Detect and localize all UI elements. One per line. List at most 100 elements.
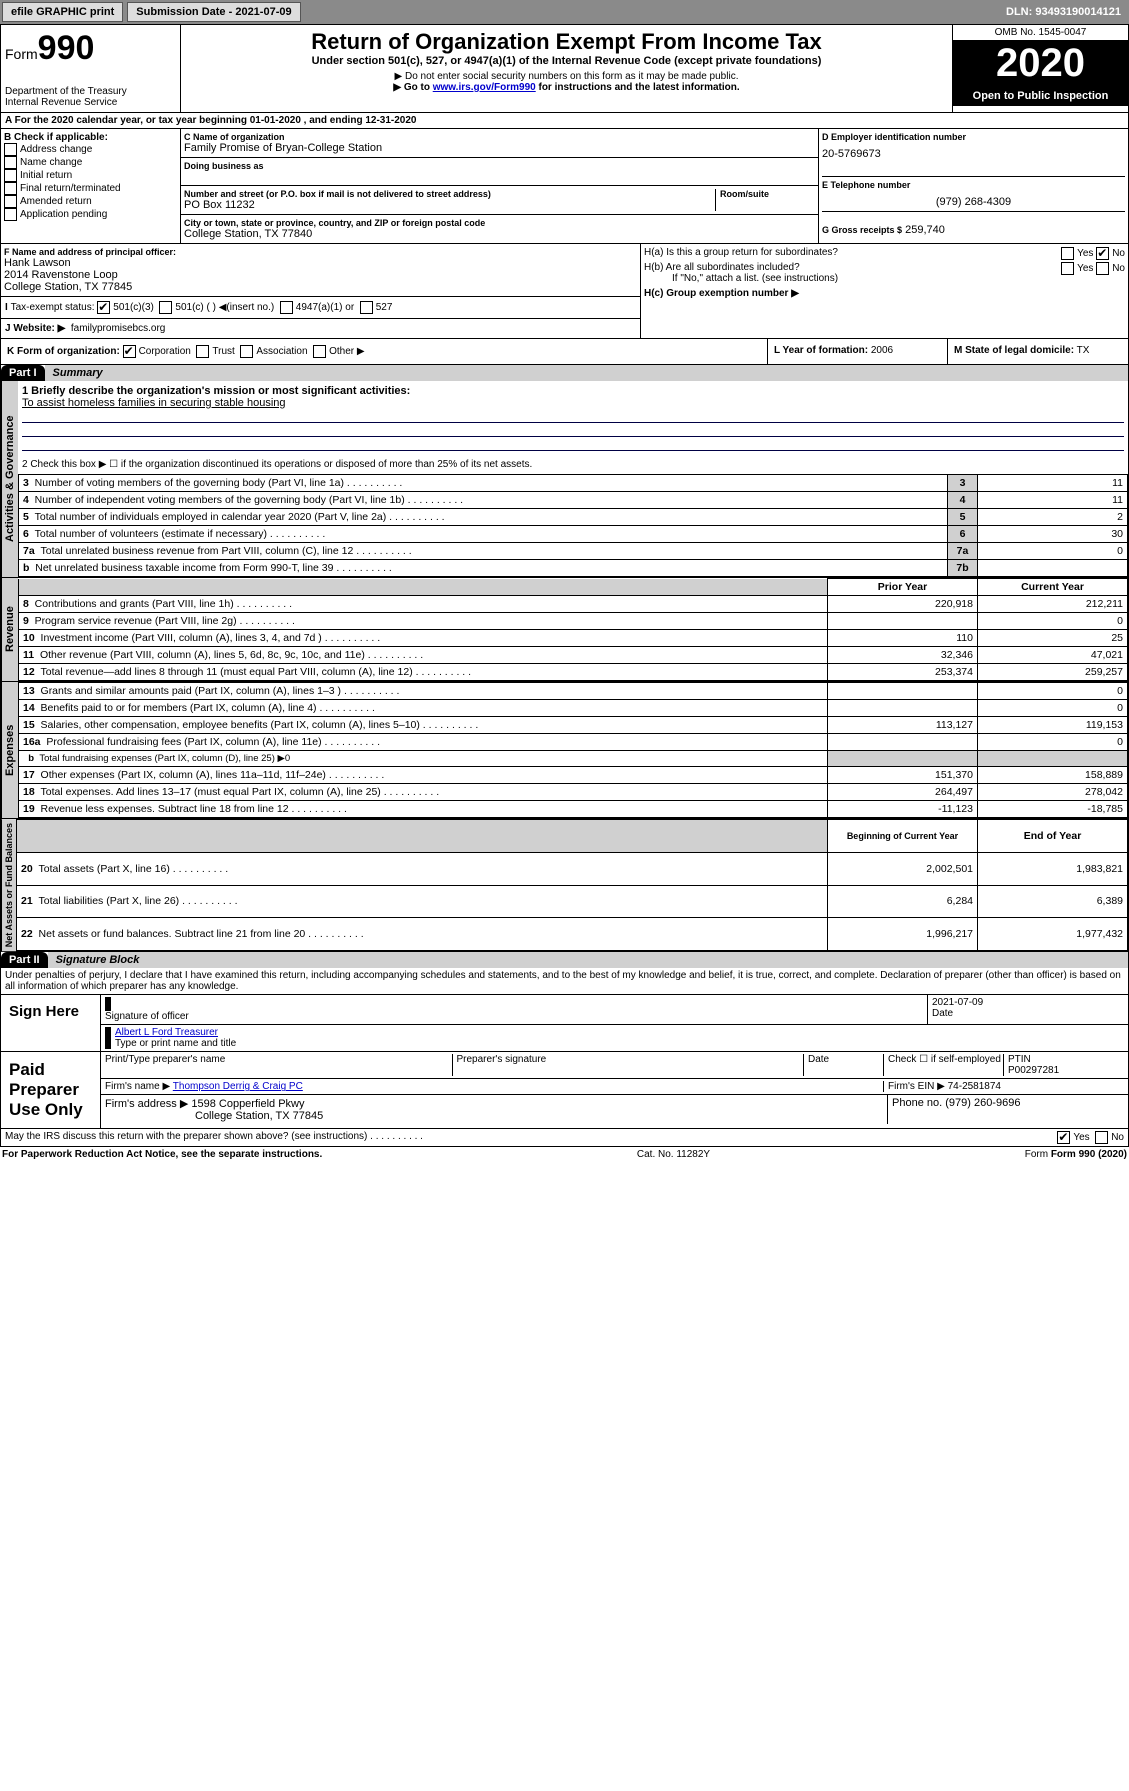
firm-ein-label: Firm's EIN ▶ [888, 1081, 945, 1092]
discuss-yes-label: Yes [1073, 1132, 1089, 1143]
firm-name[interactable]: Thompson Derrig & Craig PC [173, 1081, 303, 1092]
firm-addr2: College Station, TX 77845 [195, 1110, 323, 1122]
hb-yes-label: Yes [1077, 263, 1093, 274]
chk-amended-return[interactable]: Amended return [4, 195, 177, 208]
org-name-label: C Name of organization [184, 132, 815, 142]
dba-label: Doing business as [184, 161, 815, 171]
curr-22: 1,977,432 [978, 918, 1128, 951]
prior-16a [828, 734, 978, 751]
chk-address-change[interactable]: Address change [4, 143, 177, 156]
form-prefix: Form [5, 46, 38, 62]
expenses-block: Expenses 13 Grants and similar amounts p… [0, 682, 1129, 819]
lineno-3: 3 [948, 475, 978, 492]
ein-label: D Employer identification number [822, 132, 1125, 142]
h-b: H(b) Are all subordinates included? Yes … [644, 262, 1125, 273]
ha-label: H(a) Is this a group return for subordin… [644, 247, 838, 258]
opt-name: Name change [20, 157, 82, 168]
chk-trust[interactable] [196, 345, 209, 358]
hb-no[interactable] [1096, 262, 1109, 275]
prep-name-label: Print/Type preparer's name [105, 1054, 453, 1076]
line-22: 22 Net assets or fund balances. Subtract… [17, 918, 828, 951]
discuss-label: May the IRS discuss this return with the… [5, 1131, 1057, 1144]
gross-receipts: 259,740 [905, 224, 945, 236]
curr-14: 0 [978, 700, 1128, 717]
hb-yes[interactable] [1061, 262, 1074, 275]
chk-other[interactable] [313, 345, 326, 358]
phone-label: E Telephone number [822, 180, 1125, 190]
sign-here-block: Sign Here Signature of officer 2021-07-0… [0, 995, 1129, 1052]
curr-b [978, 751, 1128, 767]
curr-10: 25 [978, 630, 1128, 647]
officer-addr2: College Station, TX 77845 [4, 281, 637, 293]
form-ref: Form Form 990 (2020) [1025, 1149, 1127, 1160]
officer-name-link[interactable]: Albert L Ford Treasurer [115, 1027, 218, 1038]
sig-officer-label: Signature of officer [105, 1011, 189, 1022]
line-5: 5 Total number of individuals employed i… [19, 509, 948, 526]
line-7a: 7a Total unrelated business revenue from… [19, 543, 948, 560]
chk-4947[interactable] [280, 301, 293, 314]
irs-link[interactable]: www.irs.gov/Form990 [433, 82, 536, 93]
website-url: familypromisebcs.org [71, 323, 165, 334]
prior-19: -11,123 [828, 801, 978, 818]
subtitle-2: ▶ Do not enter social security numbers o… [185, 71, 948, 82]
line-14: 14 Benefits paid to or for members (Part… [19, 700, 828, 717]
vtab-expenses: Expenses [1, 682, 18, 818]
opt-final: Final return/terminated [20, 183, 121, 194]
tax-period: A For the 2020 calendar year, or tax yea… [0, 113, 1129, 129]
taxexempt-label: Tax-exempt status: [11, 302, 95, 313]
chk-501c[interactable] [159, 301, 172, 314]
curr-17: 158,889 [978, 767, 1128, 784]
line-17: 17 Other expenses (Part IX, column (A), … [19, 767, 828, 784]
form-number: Form990 [5, 29, 176, 68]
line-21: 21 Total liabilities (Part X, line 26) [17, 885, 828, 918]
mission-text: To assist homeless families in securing … [22, 397, 286, 409]
lineno-6: 6 [948, 526, 978, 543]
dln-value: 93493190014121 [1035, 6, 1121, 18]
box-l: L Year of formation: 2006 [768, 339, 948, 364]
efile-print-button[interactable]: efile GRAPHIC print [2, 2, 123, 22]
chk-final-return[interactable]: Final return/terminated [4, 182, 177, 195]
line-19: 19 Revenue less expenses. Subtract line … [19, 801, 828, 818]
irs-label: Internal Revenue Service [5, 97, 176, 108]
opt-initial: Initial return [20, 170, 72, 181]
netassets-table: Beginning of Current YearEnd of Year 20 … [16, 819, 1128, 951]
opt-corp: Corporation [139, 346, 191, 357]
boxk-label: K Form of organization: [7, 346, 120, 357]
chk-corp[interactable] [123, 345, 136, 358]
omb-number: OMB No. 1545-0047 [953, 25, 1128, 41]
line-12: 12 Total revenue—add lines 8 through 11 … [19, 664, 828, 681]
room-label: Room/suite [720, 189, 815, 199]
org-city: College Station, TX 77840 [184, 228, 815, 240]
chk-527[interactable] [360, 301, 373, 314]
discuss-yes[interactable] [1057, 1131, 1070, 1144]
subtitle-3: ▶ Go to www.irs.gov/Form990 for instruct… [185, 82, 948, 93]
h-c: H(c) Group exemption number ▶ [644, 288, 1125, 299]
chk-name-change[interactable]: Name change [4, 156, 177, 169]
boxm-label: M State of legal domicile: [954, 345, 1074, 356]
line-3: 3 Number of voting members of the govern… [19, 475, 948, 492]
chk-application-pending[interactable]: Application pending [4, 208, 177, 221]
curr-9: 0 [978, 613, 1128, 630]
ha-yes[interactable] [1061, 247, 1074, 260]
q2-discontinued: 2 Check this box ▶ ☐ if the organization… [18, 455, 1128, 474]
opt-501c: 501(c) ( ) ◀(insert no.) [175, 302, 274, 313]
lineno-4: 4 [948, 492, 978, 509]
col-prior: Prior Year [828, 579, 978, 596]
col-boy: Beginning of Current Year [828, 820, 978, 853]
open-public: Open to Public Inspection [953, 86, 1128, 106]
dept-treasury: Department of the Treasury [5, 86, 176, 97]
addr-label: Number and street (or P.O. box if mail i… [184, 189, 715, 199]
hb-no-label: No [1112, 263, 1125, 274]
opt-trust: Trust [212, 346, 234, 357]
chk-501c3[interactable] [97, 301, 110, 314]
ha-no[interactable] [1096, 247, 1109, 260]
chk-initial-return[interactable]: Initial return [4, 169, 177, 182]
discuss-no[interactable] [1095, 1131, 1108, 1144]
line-18: 18 Total expenses. Add lines 13–17 (must… [19, 784, 828, 801]
klm-row: K Form of organization: Corporation Trus… [0, 339, 1129, 365]
discuss-no-label: No [1111, 1132, 1124, 1143]
chk-assoc[interactable] [240, 345, 253, 358]
opt-address: Address change [20, 144, 92, 155]
curr-16a: 0 [978, 734, 1128, 751]
prior-10: 110 [828, 630, 978, 647]
